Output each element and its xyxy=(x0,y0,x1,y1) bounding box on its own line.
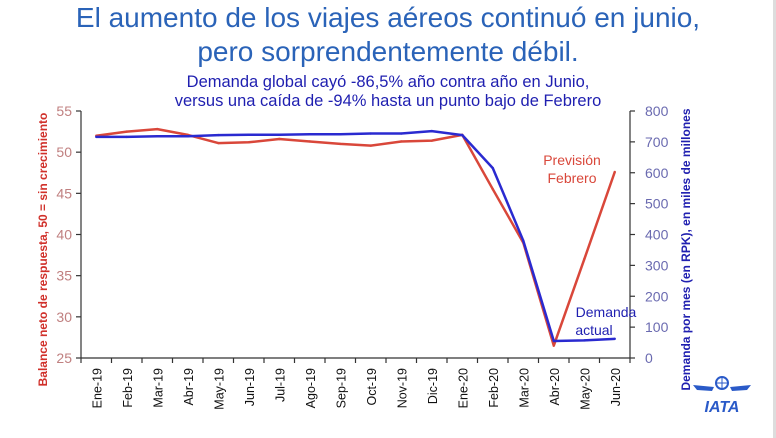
y-axis-label-left: Balance neto de respuesta, 50 = sin crec… xyxy=(36,113,50,387)
data-point xyxy=(278,133,281,136)
data-point xyxy=(491,188,494,191)
data-point xyxy=(583,339,586,342)
x-tick-label: Jul-19 xyxy=(273,368,287,402)
left-tick-label: 45 xyxy=(56,185,72,201)
border xyxy=(773,0,776,438)
right-tick-label: 800 xyxy=(645,103,669,119)
data-point xyxy=(339,142,342,146)
chart-subtitle-line-1: Demanda global cayó -86,5% año contra añ… xyxy=(186,73,590,91)
series-label-prevision-line2: Febrero xyxy=(547,170,596,186)
data-point xyxy=(278,137,281,141)
left-tick-label: 50 xyxy=(56,144,72,160)
data-point xyxy=(461,133,464,137)
x-tick-label: Oct-19 xyxy=(365,368,379,406)
x-tick-label: Feb-20 xyxy=(487,368,501,408)
x-tick-label: Jun-19 xyxy=(243,368,257,406)
x-tick-label: Abr-19 xyxy=(182,368,196,406)
series-label-demanda-line1: Demanda xyxy=(576,304,637,320)
x-tick-label: Jun-20 xyxy=(609,368,623,406)
data-point xyxy=(522,239,525,242)
data-point xyxy=(308,132,311,136)
x-tick-label: Ago-19 xyxy=(304,368,318,408)
data-point xyxy=(247,133,250,136)
data-point xyxy=(339,132,342,136)
left-tick-label: 55 xyxy=(56,103,72,119)
right-tick-label: 200 xyxy=(645,288,669,304)
data-point xyxy=(186,135,189,138)
data-point xyxy=(95,135,98,139)
x-tick-label: May-19 xyxy=(212,368,226,410)
right-tick-label: 300 xyxy=(645,257,669,273)
data-point xyxy=(430,139,433,142)
left-tick-label: 25 xyxy=(56,350,72,366)
data-point xyxy=(217,133,220,137)
data-point xyxy=(217,141,220,145)
data-point xyxy=(430,129,433,133)
series-line-demanda xyxy=(96,129,615,343)
series-label-prevision-line1: Previsión xyxy=(543,152,601,168)
x-tick-label: May-20 xyxy=(578,368,592,410)
x-tick-label: Ene-19 xyxy=(90,368,104,408)
data-point xyxy=(613,337,616,341)
x-tick-label: Abr-20 xyxy=(548,368,562,406)
data-point xyxy=(308,140,311,143)
data-point xyxy=(400,140,403,143)
data-point xyxy=(156,135,159,138)
data-point xyxy=(552,339,555,343)
chart-subtitle-line-2: versus una caída de -94% hasta un punto … xyxy=(174,92,602,110)
data-point xyxy=(125,135,128,139)
data-point xyxy=(613,170,616,174)
left-tick-label: 40 xyxy=(56,227,72,243)
data-point xyxy=(247,141,250,144)
x-tick-label: Feb-19 xyxy=(121,368,135,408)
chart-title-line-2: pero sorprendentemente débil. xyxy=(197,36,579,67)
left-tick-label: 30 xyxy=(56,309,72,325)
left-tick-label: 35 xyxy=(56,268,72,284)
series-line-prevision xyxy=(96,127,616,347)
data-point xyxy=(369,132,372,135)
right-tick-label: 700 xyxy=(645,134,669,150)
x-tick-label: Mar-19 xyxy=(151,368,165,408)
data-point xyxy=(125,130,128,133)
x-tick-label: Nov-19 xyxy=(395,368,409,408)
right-tick-label: 0 xyxy=(645,350,653,366)
y-axis-label-right: Demanda por mes (en RPK), en miles de mi… xyxy=(679,108,693,390)
x-tick-label: Dic-19 xyxy=(426,368,440,404)
right-tick-label: 500 xyxy=(645,196,669,212)
data-point xyxy=(552,344,555,347)
x-tick-label: Ene-20 xyxy=(456,368,470,408)
data-point xyxy=(156,127,159,131)
right-tick-label: 100 xyxy=(645,319,669,335)
data-point xyxy=(491,166,494,170)
x-tick-label: Sep-19 xyxy=(334,368,348,408)
x-tick-label: Mar-20 xyxy=(517,368,531,408)
series-label-demanda-line2: actual xyxy=(575,322,612,338)
chart-title-line-1: El aumento de los viajes aéreos continuó… xyxy=(75,2,701,33)
right-tick-label: 400 xyxy=(645,227,669,243)
data-point xyxy=(583,258,586,261)
data-point xyxy=(369,144,372,147)
right-tick-label: 600 xyxy=(645,165,669,181)
data-point xyxy=(400,132,403,135)
